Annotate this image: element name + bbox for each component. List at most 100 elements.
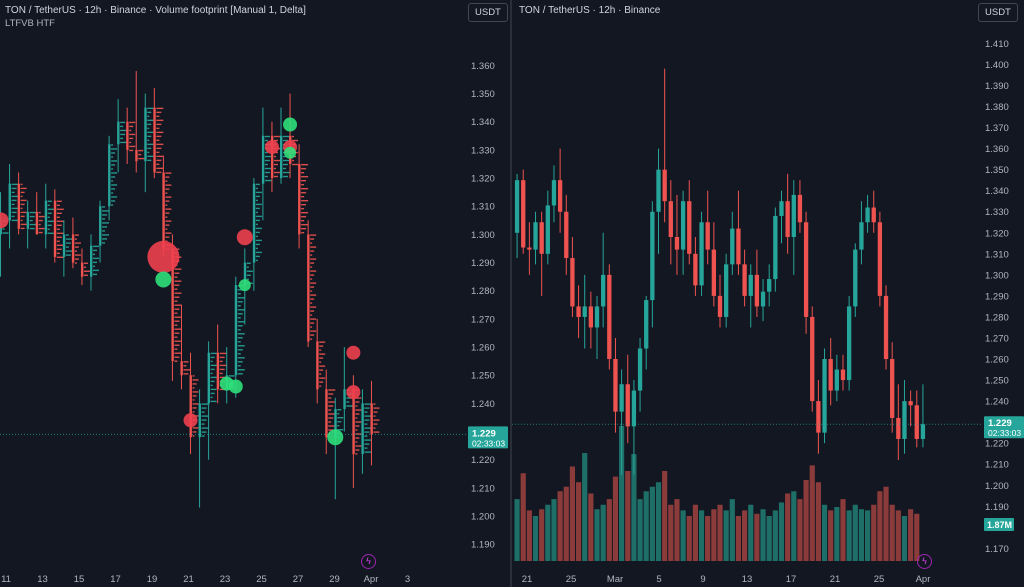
footprint-level	[237, 313, 243, 315]
y-tick-label: 1.400	[985, 60, 1009, 71]
candle-body	[153, 107, 156, 173]
footprint-level	[237, 353, 241, 355]
footprint-level	[111, 164, 116, 166]
footprint-level	[156, 163, 160, 166]
candle-body	[865, 207, 870, 223]
footprint-level	[102, 242, 106, 244]
candle-body	[668, 201, 673, 237]
footprint-level	[56, 252, 60, 254]
footprint-level	[56, 200, 62, 202]
footprint-level	[174, 304, 182, 306]
footprint-level	[174, 324, 178, 326]
footprint-level	[192, 383, 197, 385]
footprint-level	[310, 250, 315, 252]
right-currency-unit-button[interactable]: USDT	[978, 3, 1018, 22]
footprint-level	[337, 421, 342, 423]
candle-body	[135, 149, 138, 162]
candle-body	[717, 295, 723, 317]
volume-bar	[748, 504, 754, 561]
footprint-level	[111, 160, 118, 162]
footprint-level	[138, 153, 142, 156]
volume-bar	[717, 504, 723, 561]
footprint-level	[219, 372, 223, 375]
footprint-level	[65, 246, 69, 248]
footprint-level	[147, 147, 152, 150]
footprint-level	[237, 361, 243, 363]
volume-bar	[864, 510, 871, 561]
footprint-level	[364, 443, 370, 445]
candle-body	[693, 253, 698, 286]
y-tick-label: 1.330	[471, 145, 495, 156]
footprint-level	[93, 265, 95, 268]
delta-bubble	[346, 345, 361, 360]
footprint-level	[47, 228, 50, 230]
footprint-level	[47, 208, 54, 210]
footprint-level	[292, 139, 299, 142]
footprint-level	[219, 368, 225, 371]
right-alert-lightning-icon[interactable]: ϟ	[917, 554, 932, 569]
right-chart-pane[interactable]: 1.410 1.400 1.390 1.380 1.370 1.360 1.350 1.340…	[512, 0, 1024, 587]
last-price-tag	[984, 416, 1024, 439]
footprint-level	[355, 421, 362, 423]
footprint-level	[264, 135, 270, 138]
left-alert-lightning-icon[interactable]: ϟ	[361, 554, 376, 569]
candle-body	[576, 306, 581, 317]
footprint-level	[20, 227, 25, 230]
footprint-level	[74, 246, 79, 248]
volume-bar	[668, 504, 674, 561]
volume-bar	[643, 491, 649, 561]
candle-body	[189, 375, 192, 438]
volume-bar	[785, 493, 791, 561]
footprint-level	[165, 204, 168, 206]
footprint-level	[355, 425, 360, 427]
candle-body	[26, 211, 30, 229]
footprint-level	[174, 308, 180, 310]
volume-bar	[766, 516, 772, 561]
volume-bar	[754, 513, 760, 561]
footprint-level	[373, 423, 378, 425]
footprint-level	[283, 139, 288, 142]
right-candlestick-chart[interactable]: 1.410 1.400 1.390 1.380 1.370 1.360 1.350 1.340…	[512, 0, 1024, 587]
left-currency-unit-button[interactable]: USDT	[468, 3, 508, 22]
footprint-level	[301, 227, 307, 230]
candle-body	[527, 247, 532, 250]
volume-bar	[526, 510, 532, 561]
footprint-level	[310, 322, 315, 324]
x-tick-label: 21	[830, 574, 841, 585]
footprint-level	[47, 204, 50, 206]
footprint-level	[29, 215, 35, 218]
footprint-level	[273, 155, 276, 158]
left-chart-pane[interactable]: 1.360 1.350 1.340 1.330 1.320 1.310 1.300 1.290…	[0, 0, 510, 587]
footprint-level	[355, 413, 360, 415]
volume-bar	[551, 499, 557, 561]
footprint-level	[237, 305, 241, 307]
footprint-level	[237, 297, 245, 299]
footprint-level	[192, 427, 199, 429]
footprint-level	[20, 223, 27, 226]
volume-bar	[723, 510, 729, 561]
footprint-level	[319, 357, 324, 359]
footprint-level	[111, 148, 118, 150]
footprint-level	[129, 149, 134, 152]
volume-bar	[797, 499, 803, 561]
pane-divider[interactable]	[510, 0, 512, 587]
footprint-level	[219, 356, 225, 359]
footprint-level	[11, 207, 19, 210]
y-tick-label: 1.190	[471, 540, 495, 551]
footprint-level	[56, 248, 62, 250]
candle-body	[533, 222, 538, 250]
footprint-level	[93, 269, 99, 272]
footprint-level	[183, 361, 189, 363]
left-footprint-chart[interactable]: 1.360 1.350 1.340 1.330 1.320 1.310 1.300 1.290…	[0, 0, 510, 587]
footprint-level	[237, 309, 245, 311]
footprint-level	[20, 215, 25, 218]
right-chart-title: TON / TetherUS · 12h · Binance	[519, 5, 661, 16]
x-tick-label: 13	[37, 574, 48, 585]
footprint-level	[337, 409, 342, 411]
volume-bar	[582, 453, 588, 561]
candle-body	[662, 169, 667, 202]
footprint-level	[174, 340, 182, 342]
y-tick-label: 1.200	[985, 481, 1009, 492]
footprint-level	[264, 179, 272, 182]
footprint-level	[111, 192, 114, 194]
